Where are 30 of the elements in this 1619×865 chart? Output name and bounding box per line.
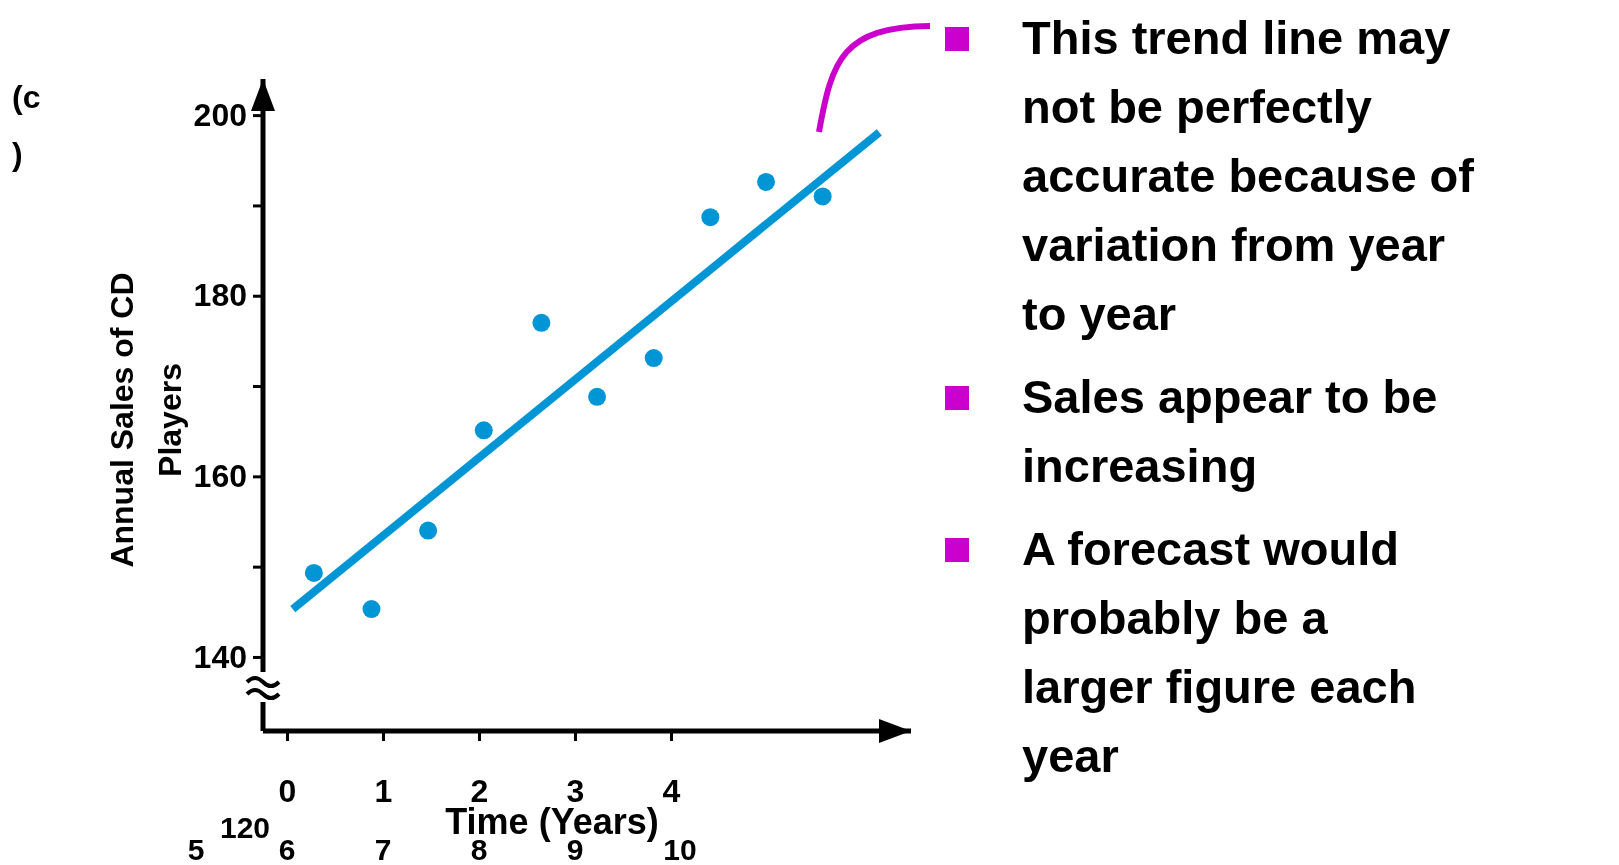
point	[362, 600, 381, 619]
text: 10	[663, 833, 697, 865]
point	[304, 563, 323, 582]
point	[701, 208, 720, 227]
text: Sales appear to be increasing	[1022, 370, 1438, 492]
text: 5	[187, 833, 205, 865]
point	[757, 172, 776, 191]
y-axis-title: Annual Sales of CD Players	[104, 272, 188, 568]
text: 120	[219, 811, 271, 844]
x-tick-label: 4	[662, 772, 681, 809]
point	[532, 313, 551, 332]
text: (c )	[12, 79, 41, 172]
point	[588, 387, 607, 406]
text: 7	[374, 833, 392, 865]
x-tick-label: 3	[566, 772, 585, 809]
y-tick-label: 180	[193, 277, 247, 314]
x-tick-label: 0	[278, 772, 297, 809]
y-tick-label: 160	[193, 458, 247, 495]
y-tick-label: 200	[193, 96, 247, 133]
text: 9	[566, 833, 584, 865]
point	[813, 187, 832, 206]
y-tick-label: 140	[193, 638, 247, 675]
point	[644, 349, 663, 368]
point	[419, 521, 438, 540]
x-tick-label: 1	[374, 772, 393, 809]
text: A forecast would probably be a larger figure each year	[1022, 522, 1417, 782]
text: 6	[278, 833, 296, 865]
point	[474, 421, 493, 440]
text: 8	[470, 833, 488, 865]
text: This trend line may not be perfectly accurate because of variation from year to year	[1022, 11, 1475, 340]
